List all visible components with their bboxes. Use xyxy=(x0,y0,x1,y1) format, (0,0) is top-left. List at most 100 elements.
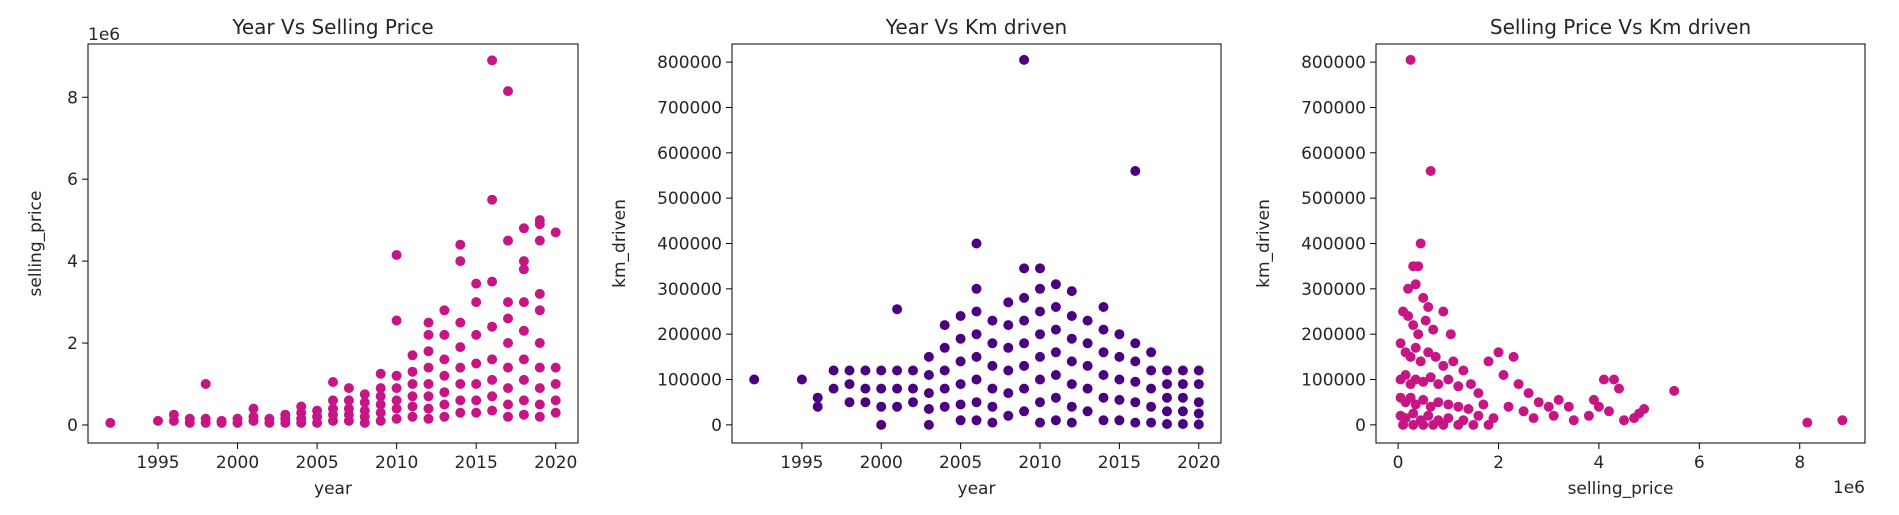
x-tick-label: 1995 xyxy=(780,453,823,473)
data-point xyxy=(1035,329,1045,340)
data-point xyxy=(1523,388,1534,399)
x-tick-label: 8 xyxy=(1794,453,1805,473)
data-point xyxy=(375,383,386,394)
x-tick-label: 2000 xyxy=(216,453,259,473)
data-point xyxy=(908,397,918,408)
data-point xyxy=(518,374,529,385)
data-point xyxy=(487,354,498,365)
data-point xyxy=(439,399,450,410)
data-point xyxy=(1568,415,1579,426)
data-point xyxy=(1405,392,1416,403)
data-point xyxy=(1098,324,1109,335)
data-point xyxy=(923,404,934,414)
data-point xyxy=(200,379,211,389)
data-point xyxy=(1438,360,1449,371)
data-point xyxy=(343,383,354,394)
data-point xyxy=(518,354,529,365)
data-point xyxy=(971,238,982,249)
data-point xyxy=(923,388,934,399)
data-point xyxy=(1453,381,1464,392)
data-point xyxy=(828,365,839,376)
x-tick-label: 2020 xyxy=(1177,453,1220,473)
data-point xyxy=(1177,379,1188,390)
data-point xyxy=(1445,329,1456,340)
data-point xyxy=(439,305,450,316)
data-point xyxy=(939,401,950,412)
data-point xyxy=(439,329,450,340)
data-point xyxy=(455,407,466,418)
data-point xyxy=(375,391,386,402)
data-point xyxy=(1162,379,1172,390)
data-point xyxy=(471,379,482,389)
data-point xyxy=(955,415,966,426)
data-point xyxy=(1098,415,1109,426)
data-point xyxy=(971,283,982,294)
y-tick-label: 700000 xyxy=(1301,98,1366,118)
data-point xyxy=(423,413,434,424)
data-point xyxy=(1418,376,1429,387)
y-axis-label: km_driven xyxy=(1254,199,1274,288)
data-point xyxy=(844,397,855,408)
data-point xyxy=(876,419,887,430)
data-point xyxy=(1066,286,1077,297)
data-point xyxy=(923,370,934,380)
data-point xyxy=(1583,410,1594,421)
data-point xyxy=(971,351,982,362)
axes-frame xyxy=(87,43,579,444)
data-point xyxy=(1082,338,1093,349)
data-point xyxy=(455,317,466,328)
data-point xyxy=(359,397,370,408)
data-point xyxy=(343,415,354,426)
data-point xyxy=(471,395,482,406)
data-point xyxy=(1019,54,1030,65)
data-point xyxy=(955,356,966,367)
data-point xyxy=(1146,365,1157,376)
data-point xyxy=(1478,399,1489,410)
data-point xyxy=(1415,356,1426,367)
data-point xyxy=(1604,406,1614,417)
y-tick-label: 200000 xyxy=(657,325,722,345)
data-point xyxy=(455,362,466,373)
data-point xyxy=(407,391,418,402)
data-point xyxy=(1003,365,1014,376)
data-point xyxy=(1503,401,1514,412)
data-point xyxy=(955,379,966,390)
data-point xyxy=(375,415,386,426)
chart-title: Year Vs Selling Price xyxy=(231,15,433,39)
data-point xyxy=(1003,410,1014,421)
y-tick-label: 0 xyxy=(711,416,722,436)
y-tick-label: 700000 xyxy=(657,98,722,118)
data-point xyxy=(518,395,529,406)
data-point xyxy=(971,374,982,385)
data-point xyxy=(1035,397,1045,408)
data-point xyxy=(1193,408,1204,419)
data-point xyxy=(1082,360,1093,371)
y-tick-label: 400000 xyxy=(1301,235,1366,255)
data-point xyxy=(939,320,950,331)
data-point xyxy=(264,417,275,428)
data-point xyxy=(1513,379,1524,390)
data-point xyxy=(1418,394,1429,405)
data-point xyxy=(1019,263,1030,274)
data-point xyxy=(248,403,259,414)
data-point xyxy=(455,395,466,406)
data-point xyxy=(1408,320,1419,331)
data-point xyxy=(1400,370,1411,380)
data-point xyxy=(1019,406,1030,417)
data-point xyxy=(1498,370,1509,380)
data-point xyxy=(1425,166,1436,176)
data-point xyxy=(407,401,418,412)
data-point xyxy=(876,401,887,412)
data-point xyxy=(1405,351,1416,362)
data-point xyxy=(1508,351,1519,362)
data-point xyxy=(487,374,498,385)
data-point xyxy=(1428,419,1439,430)
data-point xyxy=(1035,283,1045,294)
data-point xyxy=(1403,311,1414,321)
data-point xyxy=(423,317,434,328)
data-point xyxy=(1162,392,1172,403)
data-point xyxy=(1423,347,1434,358)
y-tick-label: 200000 xyxy=(1301,325,1366,345)
data-point xyxy=(343,395,354,406)
data-point xyxy=(987,401,998,412)
